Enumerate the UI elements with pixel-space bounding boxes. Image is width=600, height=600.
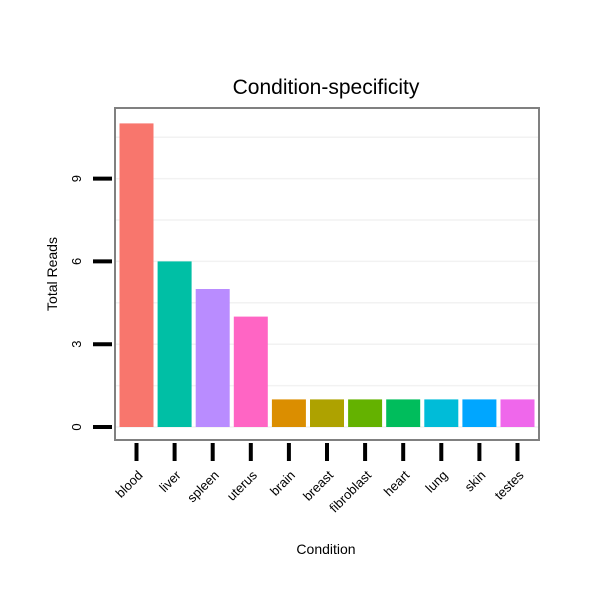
chart-title: Condition-specificity — [233, 76, 420, 99]
bar-skin — [462, 399, 497, 427]
y-axis-label: Total Reads — [44, 237, 60, 311]
bar-uterus — [233, 316, 268, 427]
bar-liver — [157, 261, 192, 427]
y-tick-label: 9 — [69, 175, 84, 182]
x-tick-label-heart: heart — [381, 467, 413, 499]
bar-spleen — [195, 289, 230, 427]
bar-brain — [271, 399, 306, 427]
bars — [119, 123, 535, 428]
x-tick-label-uterus: uterus — [224, 467, 261, 504]
x-axis-label: Condition — [296, 541, 355, 557]
x-tick-label-blood: blood — [113, 468, 146, 501]
x-tick-label-skin: skin — [462, 468, 489, 495]
bar-heart — [386, 399, 421, 427]
x-tick-label-lung: lung — [422, 468, 450, 496]
x-tick-label-testes: testes — [491, 467, 526, 502]
y-axis: 0 3 6 9 — [69, 175, 112, 431]
x-tick-label-brain: brain — [267, 468, 298, 499]
bar-testes — [500, 399, 535, 427]
x-tick-label-spleen: spleen — [184, 468, 222, 506]
y-tick-label: 0 — [69, 423, 84, 430]
bar-lung — [424, 399, 459, 427]
x-axis: blood liver spleen uterus brain breastfibrobl… — [113, 443, 527, 515]
y-tick-label: 3 — [69, 341, 84, 348]
bar-blood — [119, 123, 154, 428]
bar-breast — [310, 399, 344, 427]
x-tick-label-liver: liver — [156, 467, 184, 495]
y-tick-label: 6 — [69, 258, 84, 265]
bar-fibroblast — [348, 399, 383, 427]
x-tick-label-fibroblast: fibroblast — [326, 467, 374, 515]
x-tick-label-breast: breast — [300, 467, 336, 503]
plot-frame — [114, 107, 540, 441]
